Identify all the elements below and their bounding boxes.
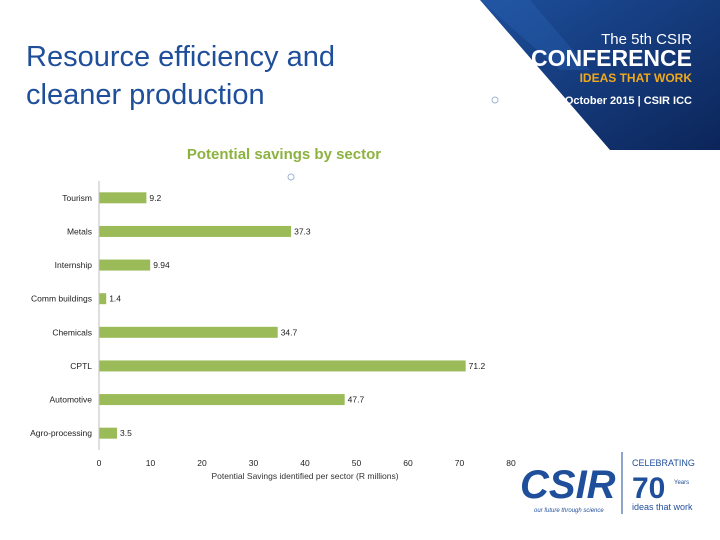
x-tick-label-70: 70 <box>455 458 465 468</box>
data-label-internship: 9.94 <box>153 260 170 270</box>
category-label-automotive: Automotive <box>49 395 92 405</box>
x-tick-label-20: 20 <box>197 458 207 468</box>
banner-highlight <box>480 0 590 70</box>
slide-title-line-2: cleaner production <box>26 79 265 111</box>
category-label-chemicals: Chemicals <box>52 327 92 337</box>
x-tick-label-40: 40 <box>300 458 310 468</box>
bar-chemicals <box>99 326 278 338</box>
bar-agro-processing <box>99 427 118 439</box>
slide-title: Resource efficiency and cleaner producti… <box>26 38 446 114</box>
category-label-tourism: Tourism <box>62 193 92 203</box>
chart-title: Potential savings by sector <box>187 146 381 163</box>
data-label-comm-buildings: 1.4 <box>109 294 121 304</box>
banner-line-1: The 5th CSIR <box>601 31 692 48</box>
bar-comm-buildings <box>99 293 107 305</box>
x-tick-label-50: 50 <box>352 458 362 468</box>
banner-line-4: 8-9 October 2015 | CSIR ICC <box>546 95 692 107</box>
data-label-chemicals: 34.7 <box>281 327 298 337</box>
x-tick-label-0: 0 <box>97 458 102 468</box>
category-label-metals: Metals <box>67 226 92 236</box>
x-tick-label-60: 60 <box>403 458 413 468</box>
banner-line-2: CONFERENCE <box>531 45 692 71</box>
data-label-metals: 37.3 <box>294 226 311 236</box>
banner-background <box>480 0 720 150</box>
x-tick-label-30: 30 <box>249 458 259 468</box>
x-axis: 0 10 20 30 40 50 60 70 80 <box>97 181 516 468</box>
banner-line-3: IDEAS THAT WORK <box>580 71 693 85</box>
ideas-that-work-text: ideas that work <box>632 502 693 512</box>
x-tick-label-80: 80 <box>506 458 516 468</box>
bar-cptl <box>99 360 466 372</box>
data-label-agro-processing: 3.5 <box>120 428 132 438</box>
bar-automotive <box>99 394 345 406</box>
bar-metals <box>99 225 292 237</box>
csir-logo: CSIR our future through science CELEBRAT… <box>520 452 695 514</box>
decor-dot <box>287 173 295 181</box>
years-text: Years <box>674 480 689 486</box>
csir-tagline: our future through science <box>534 508 604 514</box>
csir-wordmark: CSIR <box>520 463 616 507</box>
x-tick-label-10: 10 <box>146 458 156 468</box>
category-label-agro-processing: Agro-processing <box>30 428 92 438</box>
celebrating-text: CELEBRATING <box>632 458 695 468</box>
data-label-tourism: 9.2 <box>149 193 161 203</box>
x-axis-label: Potential Savings identified per sector … <box>211 471 398 481</box>
data-label-cptl: 71.2 <box>469 361 486 371</box>
category-label-comm-buildings: Comm buildings <box>31 294 92 304</box>
category-label-cptl: CPTL <box>70 361 92 371</box>
bar-internship <box>99 259 151 271</box>
bar-tourism <box>99 192 147 204</box>
bars-layer: Tourism 9.2 Metals 37.3 Internship 9.94 Comm b… <box>30 192 486 439</box>
conference-banner: The 5th CSIR CONFERENCE IDEAS THAT WORK … <box>480 0 720 150</box>
slide-title-line-1: Resource efficiency and <box>26 41 335 73</box>
category-label-internship: Internship <box>55 260 93 270</box>
anniversary-number: 70 <box>632 472 665 505</box>
data-label-automotive: 47.7 <box>348 395 365 405</box>
banner-dot <box>491 96 499 104</box>
